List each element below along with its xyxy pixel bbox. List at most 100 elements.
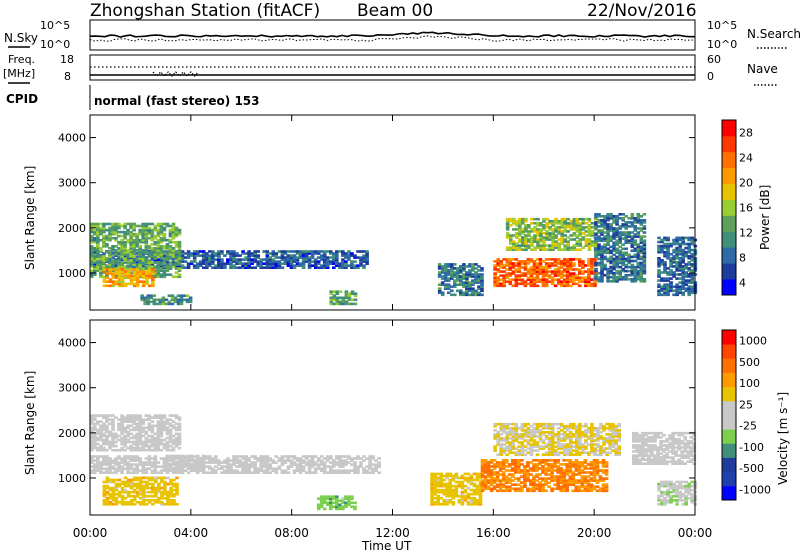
heatmap-cell xyxy=(220,260,224,263)
heatmap-cell xyxy=(171,424,176,428)
heatmap-cell xyxy=(501,471,506,474)
heatmap-region xyxy=(329,290,358,306)
heatmap-cell xyxy=(156,228,161,232)
heatmap-cell xyxy=(480,273,484,276)
heatmap-cell xyxy=(126,503,131,506)
heatmap-cell xyxy=(621,233,625,236)
heatmap-cell xyxy=(563,246,567,249)
heatmap-cell xyxy=(440,293,445,297)
heatmap-cell xyxy=(663,267,667,270)
heatmap-cell xyxy=(433,472,437,476)
heatmap-cell xyxy=(144,440,149,444)
heatmap-cell xyxy=(639,245,644,249)
heatmap-cell xyxy=(514,270,519,273)
heatmap-cell xyxy=(162,222,167,226)
heatmap-cell xyxy=(511,262,516,265)
heatmap-cell xyxy=(298,461,303,464)
heatmap-cell xyxy=(156,255,161,258)
heatmap-cell xyxy=(666,289,670,293)
heatmap-cell xyxy=(138,249,142,252)
heatmap-cell xyxy=(559,270,564,273)
heatmap-cell xyxy=(374,467,378,470)
heatmap-cell xyxy=(111,459,115,462)
heatmap-cell xyxy=(350,457,354,460)
heatmap-cell xyxy=(223,266,227,269)
heatmap-cell xyxy=(615,231,619,234)
heatmap-cell xyxy=(603,255,607,259)
heatmap-cell xyxy=(529,278,534,281)
heatmap-cell xyxy=(440,271,445,274)
heatmap-cell xyxy=(556,459,560,462)
heatmap-cell xyxy=(102,492,107,496)
heatmap-cell xyxy=(532,487,536,491)
heatmap-cell xyxy=(138,469,142,472)
heatmap-region xyxy=(505,217,598,251)
heatmap-cell xyxy=(165,422,170,426)
heatmap-cell xyxy=(132,270,137,273)
heatmap-cell xyxy=(523,481,527,484)
heatmap-cell xyxy=(114,467,118,470)
heatmap-cell xyxy=(307,467,312,470)
heatmap-cell xyxy=(565,280,570,283)
heatmap-cell xyxy=(322,465,327,468)
heatmap-cell xyxy=(268,266,273,269)
heatmap-cell xyxy=(132,282,137,286)
heatmap-cell xyxy=(468,265,472,268)
heatmap-cell xyxy=(117,457,121,460)
heatmap-cell xyxy=(108,442,112,446)
heatmap-cell xyxy=(624,225,628,228)
heatmap-cell xyxy=(657,271,661,274)
heatmap-cell xyxy=(310,465,315,468)
heatmap-cell xyxy=(454,476,459,480)
heatmap-cell xyxy=(630,249,635,253)
heatmap-cell xyxy=(509,248,513,251)
heatmap-cell xyxy=(532,469,536,472)
heatmap-cell xyxy=(235,262,239,265)
heatmap-cell xyxy=(456,267,460,270)
heatmap-cell xyxy=(572,234,577,237)
heatmap-cell xyxy=(226,461,230,464)
heatmap-cell xyxy=(495,471,500,474)
heatmap-cell xyxy=(111,486,116,490)
heatmap-cell xyxy=(587,226,592,229)
heatmap-cell xyxy=(150,252,155,255)
heatmap-cell xyxy=(93,467,97,470)
heatmap-cell xyxy=(114,496,119,500)
heatmap-cell xyxy=(247,256,251,259)
heatmap-cell xyxy=(642,278,647,281)
heatmap-cell xyxy=(550,278,555,281)
heatmap-cell xyxy=(508,258,513,261)
heatmap-cell xyxy=(569,272,573,275)
heatmap-cell xyxy=(445,503,449,506)
heatmap-cell xyxy=(319,501,324,505)
heatmap-cell xyxy=(462,291,466,295)
heatmap-cell xyxy=(663,252,667,256)
heatmap-cell xyxy=(229,256,233,259)
heatmap-cell xyxy=(532,272,537,275)
heatmap-cell xyxy=(566,240,570,243)
heatmap-cell xyxy=(377,461,381,464)
heatmap-cell xyxy=(163,486,167,490)
heatmap-cell xyxy=(132,240,136,244)
heatmap-cell xyxy=(523,475,527,478)
heatmap-cell xyxy=(177,469,182,472)
heatmap-cell xyxy=(172,488,176,492)
heatmap-cell xyxy=(457,494,462,498)
heatmap-cell xyxy=(262,258,266,261)
heatmap-cell xyxy=(572,274,576,277)
heatmap-cell xyxy=(612,245,616,249)
heatmap-cell xyxy=(126,238,130,242)
heatmap-cell xyxy=(633,241,638,244)
heatmap-cell xyxy=(144,257,149,260)
heatmap-cell xyxy=(111,263,115,266)
heatmap-cell xyxy=(538,262,543,265)
heatmap-cell xyxy=(630,273,635,277)
heatmap-cell xyxy=(523,280,528,283)
heatmap-cell xyxy=(459,267,463,270)
heatmap-cell xyxy=(657,273,661,276)
heatmap-cell xyxy=(563,238,567,241)
heatmap-cell xyxy=(562,274,567,277)
heatmap-cell xyxy=(523,266,528,269)
heatmap-cell xyxy=(483,471,488,474)
heatmap-cell xyxy=(687,250,691,254)
